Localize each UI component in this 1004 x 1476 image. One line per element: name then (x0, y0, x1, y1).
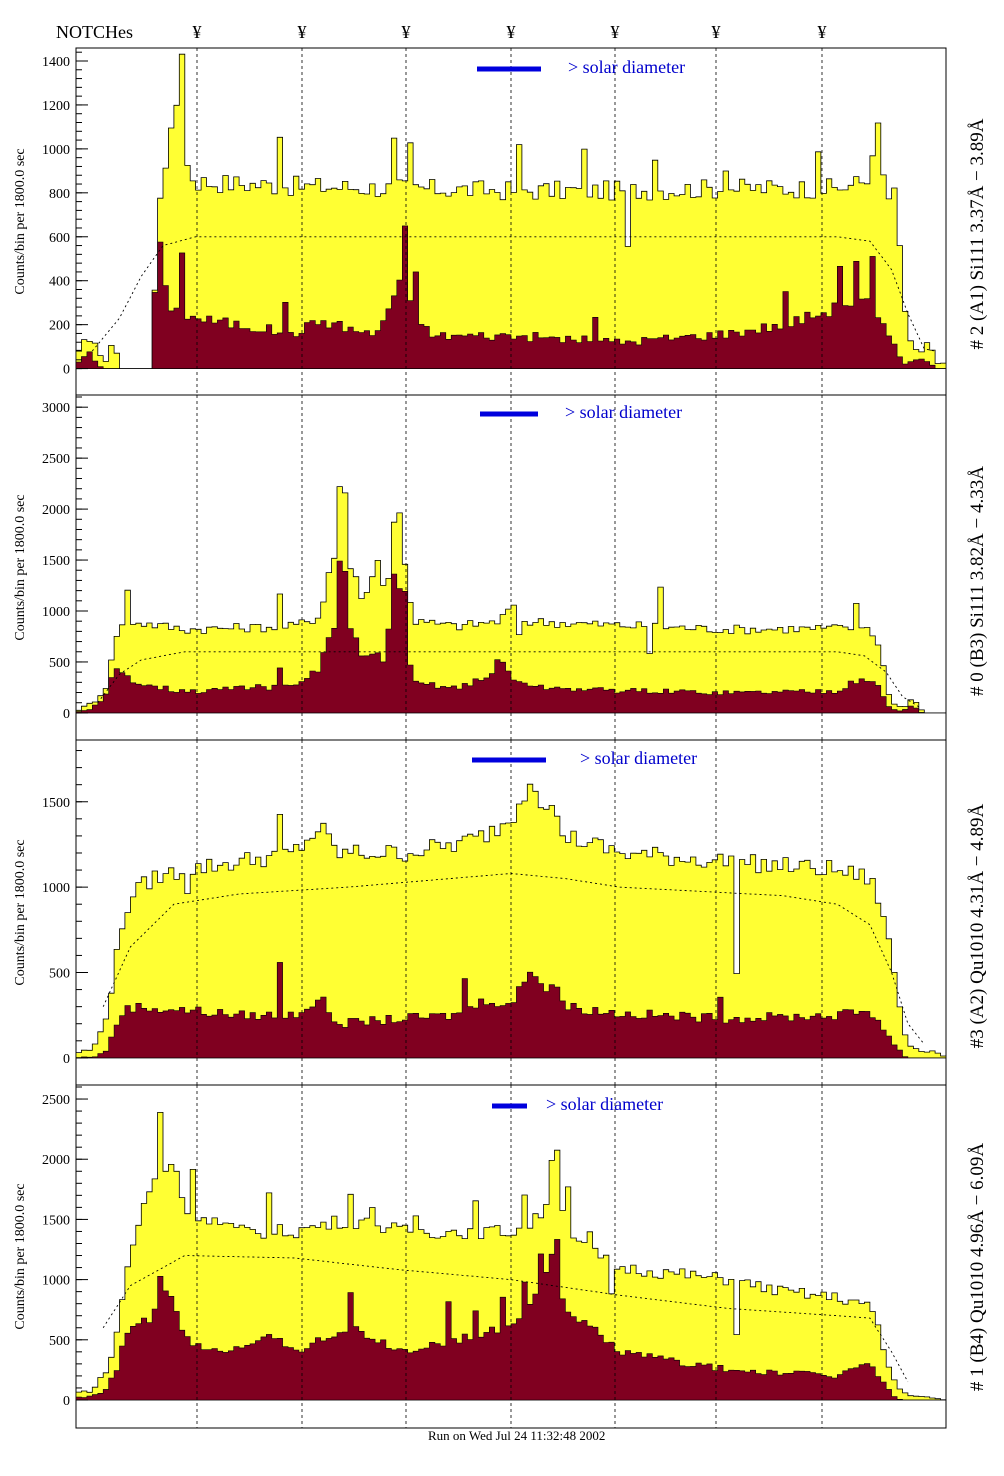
notch-marker-2: ¥ (298, 22, 307, 42)
y-tick-label: 1500 (42, 1213, 70, 1228)
channel-label: # 2 (A1) Si111 3.37Å − 3.89Å (967, 118, 988, 349)
fitted-curve (97, 651, 920, 708)
solar-diameter-label: > solar diameter (546, 1094, 663, 1114)
y-tick-label: 1000 (42, 143, 70, 158)
y-tick-label: 600 (49, 231, 70, 246)
y-tick-label: 0 (63, 1052, 70, 1067)
y-axis-label: Counts/bin per 1800.0 sec (13, 1183, 28, 1329)
y-axis-label: Counts/bin per 1800.0 sec (13, 494, 28, 640)
y-tick-label: 200 (49, 319, 70, 334)
y-tick-label: 2000 (42, 503, 70, 518)
y-tick-label: 0 (63, 707, 70, 722)
y-tick-label: 400 (49, 275, 70, 290)
notch-marker-1: ¥ (193, 22, 202, 42)
channel-label: #3 (A2) Qu1010 4.31Å − 4.89Å (967, 803, 988, 1048)
y-axis-label: Counts/bin per 1800.0 sec (13, 148, 28, 294)
total-counts-histogram (75, 486, 946, 714)
panel-a1-si111: 0 200 400 600 800 1000 1200 1400 Counts/bin per … (13, 47, 988, 396)
y-tick-label: 1000 (42, 881, 70, 896)
y-axis-label: Counts/bin per 1800.0 sec (13, 839, 28, 985)
y-tick-label: 1000 (42, 1274, 70, 1289)
y-tick-label: 500 (49, 967, 70, 982)
y-tick-label: 0 (63, 1394, 70, 1409)
y-tick-label: 2000 (42, 1153, 70, 1168)
y-tick-label: 2500 (42, 452, 70, 467)
notch-markers: ¥ ¥ ¥ ¥ ¥ ¥ ¥ (193, 22, 827, 42)
y-tick-label: 1500 (42, 554, 70, 569)
notch-marker-6: ¥ (712, 22, 721, 42)
notch-marker-7: ¥ (818, 22, 827, 42)
solar-diameter-label: > solar diameter (580, 748, 697, 768)
y-tick-label: 1500 (42, 796, 70, 811)
run-timestamp: Run on Wed Jul 24 11:32:48 2002 (428, 1428, 605, 1443)
panel-b3-si111: 0 500 1000 1500 2000 2500 3000 Counts/bin per 1… (13, 394, 988, 741)
fitted-curve (91, 236, 936, 352)
solar-diameter-label: > solar diameter (565, 402, 682, 422)
channel-label: # 0 (B3) Si111 3.82Å − 4.33Å (967, 466, 988, 696)
component-counts-histogram (75, 560, 946, 714)
notches-label: NOTCHes (56, 22, 133, 42)
component-counts-histogram (75, 1239, 946, 1401)
component-counts-histogram (75, 225, 946, 369)
notch-marker-3: ¥ (402, 22, 411, 42)
y-tick-label: 500 (49, 1334, 70, 1349)
panel-b4-qu1010: 0 500 1000 1500 2000 2500 Counts/bin per 1800.… (13, 1084, 988, 1429)
notch-marker-5: ¥ (611, 22, 620, 42)
y-tick-label: 1000 (42, 605, 70, 620)
y-tick-label: 1400 (42, 55, 70, 70)
y-tick-label: 800 (49, 187, 70, 202)
y-tick-label: 500 (49, 656, 70, 671)
y-tick-label: 1200 (42, 99, 70, 114)
y-tick-label: 0 (63, 363, 70, 378)
y-tick-label: 3000 (42, 401, 70, 416)
notch-marker-4: ¥ (507, 22, 516, 42)
y-tick-label: 2500 (42, 1093, 70, 1108)
solar-diameter-label: > solar diameter (568, 57, 685, 77)
channel-label: # 1 (B4) Qu1010 4.96Å − 6.09Å (967, 1143, 988, 1391)
